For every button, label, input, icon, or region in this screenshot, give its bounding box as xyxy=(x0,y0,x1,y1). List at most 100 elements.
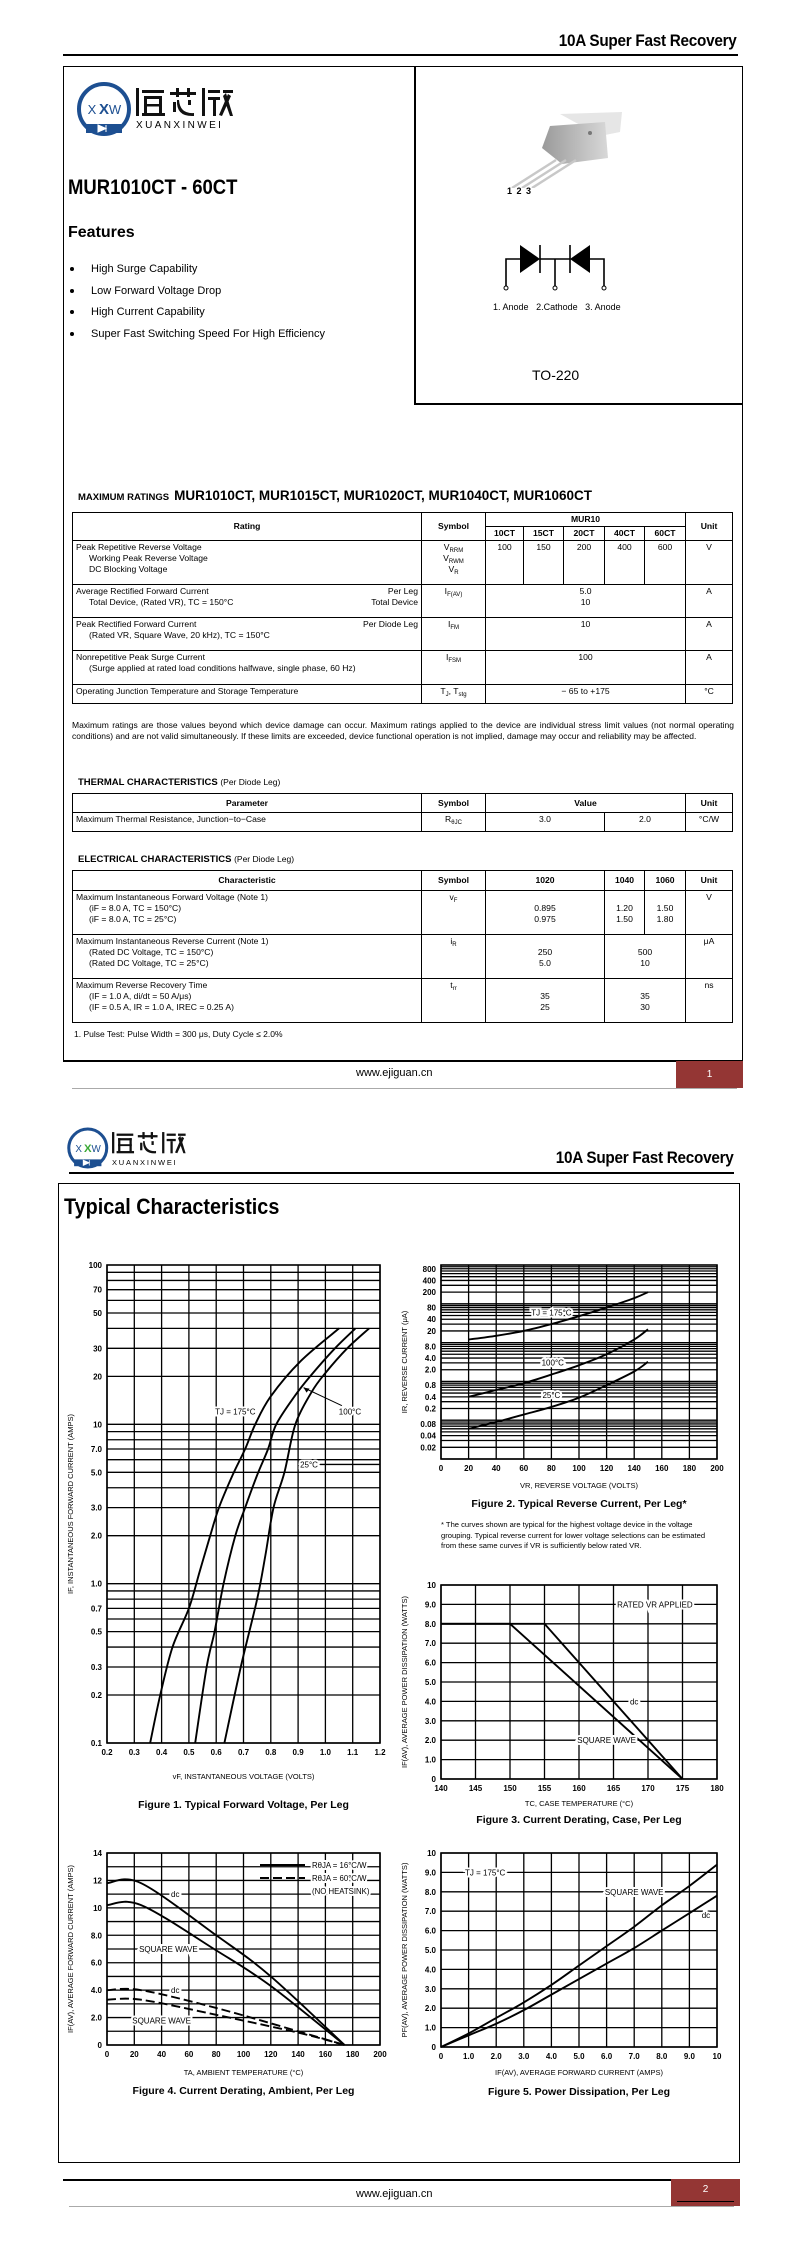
value-line: 1.80 xyxy=(656,914,674,924)
series-line xyxy=(468,1361,649,1430)
logo-latin-name: XUANXINWEI xyxy=(136,120,224,131)
feature-text: High Surge Capability xyxy=(91,263,198,275)
electrical-note: 1. Pulse Test: Pulse Width = 300 μs, Dut… xyxy=(74,1029,283,1039)
y-tick-label: 0.08 xyxy=(420,1420,436,1429)
symbol-subscript: RRM xyxy=(449,548,464,554)
rating-line: Working Peak Reverse Voltage xyxy=(89,553,208,563)
thermal-title-text: THERMAL CHARACTERISTICS xyxy=(78,777,218,788)
characteristic-cell: Maximum Reverse Recovery Time (IF = 1.0 A… xyxy=(72,978,422,1023)
header-rule xyxy=(63,54,738,56)
value-line: 10 xyxy=(580,597,591,607)
symbol: VR xyxy=(448,564,459,576)
curve-label: SQUARE WAVE xyxy=(577,1736,636,1745)
figure-4: 0 20 40 60 80 100 120 140 160 180 200 0 2.0 4.0 6.0 8.0… xyxy=(66,1849,387,2059)
value-line: 0.895 xyxy=(534,903,556,913)
x-tick-label: 0 xyxy=(439,1464,444,1473)
value-line: − 65 to +175 xyxy=(561,686,610,696)
curve-label: TJ = 175°C xyxy=(465,1868,506,1877)
electrical-title: ELECTRICAL CHARACTERISTICS (Per Diode Le… xyxy=(78,854,294,865)
logo-mark-icon: X X W xyxy=(77,82,233,136)
x-tick-label: 180 xyxy=(710,1784,724,1793)
y-tick-label: 200 xyxy=(423,1288,437,1297)
x-tick-label: 160 xyxy=(655,1464,669,1473)
value-line: 5.0 xyxy=(579,586,592,596)
page-number-badge: 1 xyxy=(676,1061,743,1088)
y-tick-label: 0.4 xyxy=(425,1393,437,1402)
svg-text:W: W xyxy=(91,1144,101,1155)
curve-label: dc xyxy=(171,1890,179,1899)
x-tick-label: 170 xyxy=(641,1784,655,1793)
legend-entry: (NO HEATSINK) xyxy=(312,1887,370,1896)
table-row: Peak Repetitive Reverse Voltage Working P… xyxy=(72,540,734,585)
x-tick-label: 150 xyxy=(503,1784,517,1793)
y-tick-label: 80 xyxy=(427,1304,436,1313)
x-tick-label: 0.9 xyxy=(293,1748,305,1757)
x-tick-label: 140 xyxy=(434,1784,448,1793)
symbol-line: VR xyxy=(425,564,482,576)
rating-text: Total Device, (Rated VR), TC = 150°C xyxy=(89,597,234,607)
curve-label: 100°C xyxy=(542,1358,565,1367)
header-title: 10A Super Fast Recovery xyxy=(559,31,737,50)
footer-rule xyxy=(63,1060,676,1062)
features-list: High Surge Capability Low Forward Voltag… xyxy=(70,263,325,349)
page-number-badge: 2 xyxy=(671,2179,740,2206)
x-tick-label: 200 xyxy=(373,2050,387,2059)
x-tick-label: 40 xyxy=(157,2050,166,2059)
symbol: IF(AV) xyxy=(444,586,463,598)
x-tick-label: 155 xyxy=(538,1784,552,1793)
bullet-icon xyxy=(70,267,74,272)
value-cell: 5.0 10 xyxy=(484,584,687,618)
x-tick-label: 1.2 xyxy=(374,1748,386,1757)
rating-text: Average Rectified Forward Current xyxy=(76,586,209,596)
svg-text:W: W xyxy=(109,102,122,117)
y-axis-label: IF(AV), AVERAGE FORWARD CURRENT (AMPS) xyxy=(66,1865,75,2033)
value-cell: 400 xyxy=(604,540,645,585)
x-tick-label: 120 xyxy=(600,1464,614,1473)
x-tick-label: 10 xyxy=(713,2052,722,2061)
y-tick-label: 12 xyxy=(93,1876,102,1885)
max-ratings-note: Maximum ratings are those values beyond … xyxy=(72,720,734,741)
thermal-subtitle: (Per Diode Leg) xyxy=(220,777,281,787)
x-tick-label: 7.0 xyxy=(629,2052,641,2061)
table-row: Peak Rectified Forward Current Per Diode … xyxy=(72,617,734,651)
series-line xyxy=(106,1997,345,2046)
svg-text:X: X xyxy=(99,101,109,118)
symbol: VRWM xyxy=(443,553,464,565)
y-tick-label: 6.0 xyxy=(91,1959,103,1968)
svg-text:X: X xyxy=(84,1143,92,1155)
header-title: 10A Super Fast Recovery xyxy=(556,1148,734,1167)
header-row: 10CT 15CT 20CT 40CT 60CT xyxy=(73,526,733,541)
x-tick-label: 200 xyxy=(710,1464,724,1473)
footer-rule xyxy=(63,2179,671,2181)
series-line xyxy=(441,1622,684,1780)
typical-characteristics-title: Typical Characteristics xyxy=(64,1194,280,1219)
symbol-cell: IFM xyxy=(421,617,486,651)
header-rule xyxy=(69,1172,734,1174)
y-tick-label: 30 xyxy=(93,1344,102,1353)
text-line: (Rated DC Voltage, TC = 25°C) xyxy=(89,958,209,968)
feature-text: Super Fast Switching Speed For High Effi… xyxy=(91,327,325,340)
symbol: iR xyxy=(450,936,457,948)
symbol-subscript: R xyxy=(452,942,457,948)
fig3-xlabel: TC, CASE TEMPERATURE (°C) xyxy=(524,1799,634,1808)
grid xyxy=(440,1265,718,1460)
fig4-xlabel: TA, AMBIENT TEMPERATURE (°C) xyxy=(183,2068,304,2077)
curve-label: TJ = 175°C xyxy=(215,1408,256,1417)
rating-line: Peak Repetitive Reverse Voltage xyxy=(76,542,202,552)
rating-line: Total Device, (Rated VR), TC = 150°C Tota… xyxy=(76,597,418,608)
curve-label: TJ = 175°C xyxy=(531,1309,572,1318)
text-line: (iF = 8.0 A, TC = 25°C) xyxy=(89,914,177,924)
max-ratings-title: MAXIMUM RATINGS MUR1010CT, MUR1015CT, MUR… xyxy=(78,488,592,503)
y-tick-label: 2.0 xyxy=(425,2004,437,2013)
text-line: Maximum Instantaneous Reverse Current (N… xyxy=(76,936,269,946)
value-line: 35 xyxy=(640,991,650,1001)
fig5-caption: Figure 5. Power Dissipation, Per Leg xyxy=(487,2086,671,2098)
unit-cell: °C xyxy=(685,684,734,704)
text-line: Maximum Reverse Recovery Time xyxy=(76,980,208,990)
table-row: Maximum Instantaneous Forward Voltage (N… xyxy=(72,890,733,935)
fig2-caption: Figure 2. Typical Reverse Current, Per L… xyxy=(471,1498,687,1510)
y-tick-label: 20 xyxy=(427,1327,436,1336)
value-line: 35 xyxy=(540,991,550,1001)
y-tick-label: 0.2 xyxy=(91,1691,103,1700)
y-axis-label: IF, INSTANTANEOUS FORWARD CURRENT (AMPS) xyxy=(66,1413,75,1594)
